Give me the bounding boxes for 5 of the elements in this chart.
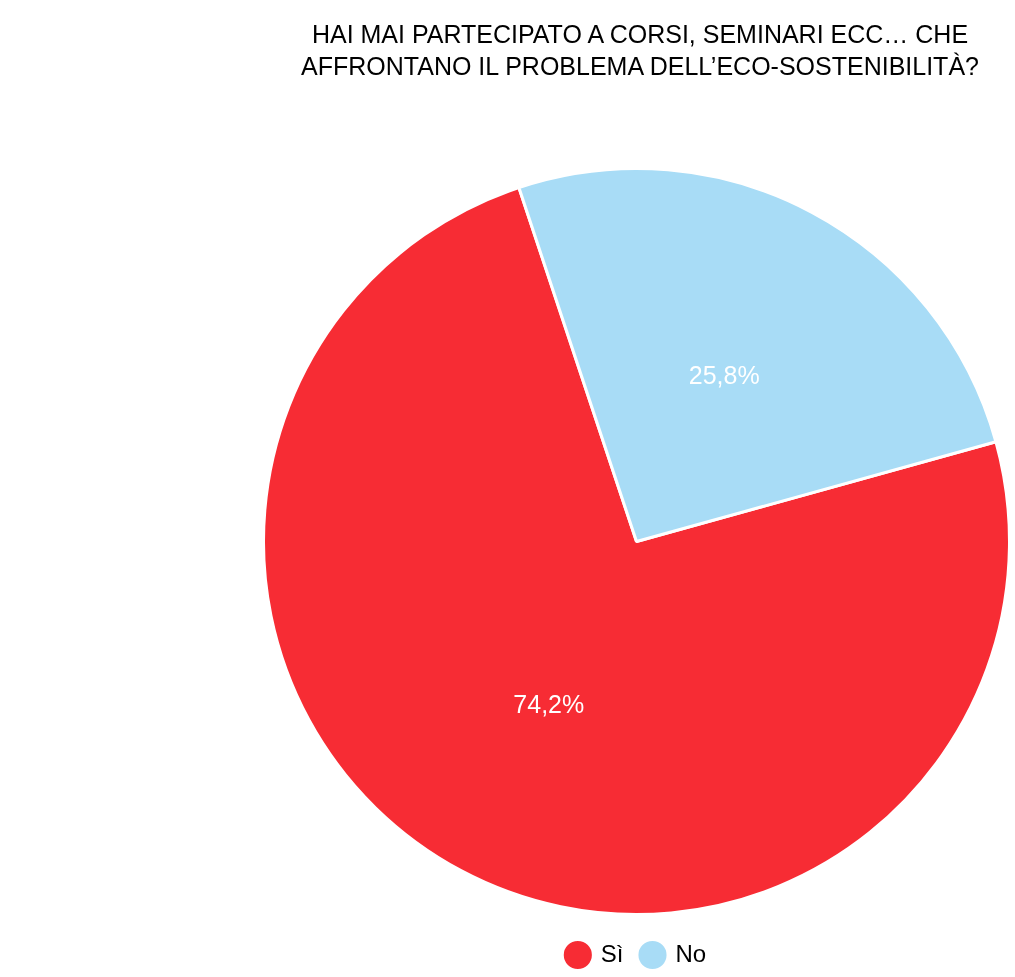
legend-label: No	[675, 939, 707, 967]
data-label: 25,8%	[688, 360, 760, 389]
data-label: 74,2%	[513, 689, 585, 718]
chart-title: HAI MAI PARTECIPATO A CORSI, SEMINARI ECC… CHE AFFRONTANO IL PROBLEMA DELL’ECO-SOSTENIBILITÀ?	[300, 19, 980, 82]
legend-label: Sì	[600, 939, 624, 967]
